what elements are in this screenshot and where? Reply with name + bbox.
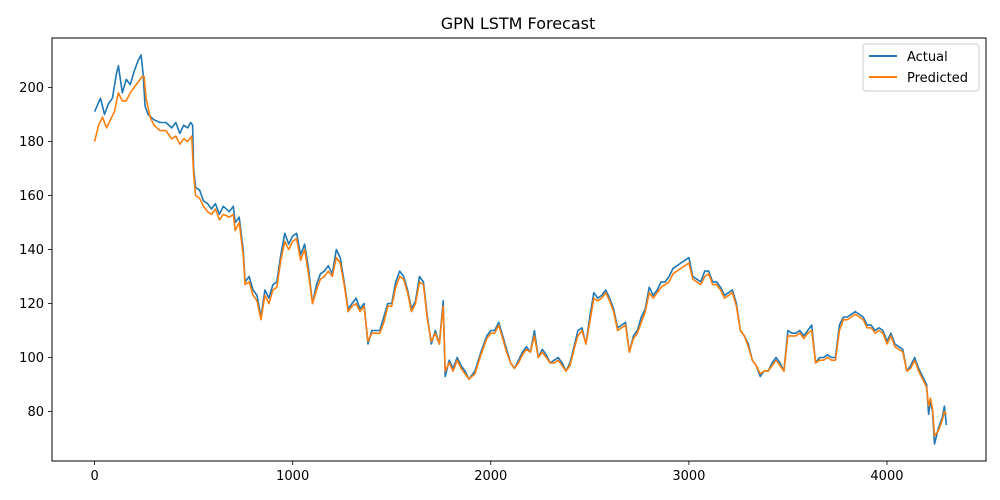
axes-frame — [51, 37, 987, 462]
y-tick-label: 180 — [19, 135, 44, 150]
x-tick-label: 4000 — [870, 469, 903, 484]
x-tick-label: 1000 — [276, 469, 309, 484]
series-line-actual — [93, 54, 948, 445]
chart-title: GPN LSTM Forecast — [441, 14, 596, 33]
x-tick-label: 3000 — [672, 469, 705, 484]
y-tick-label: 200 — [19, 81, 44, 96]
y-tick-label: 120 — [19, 297, 44, 312]
legend: Actual Predicted — [862, 43, 980, 92]
x-tick-label: 0 — [90, 469, 98, 484]
y-axis: 80 100 120 140 160 180 200 — [19, 81, 52, 420]
y-tick-label: 160 — [19, 189, 44, 204]
legend-label-actual: Actual — [907, 50, 948, 65]
plot-lines — [93, 54, 948, 445]
x-axis: 0 1000 2000 3000 4000 — [90, 461, 904, 484]
y-tick-label: 140 — [19, 243, 44, 258]
x-tick-label: 2000 — [474, 469, 507, 484]
y-tick-label: 100 — [19, 351, 44, 366]
y-tick-label: 80 — [27, 405, 44, 420]
series-line-predicted — [93, 75, 948, 437]
legend-label-predicted: Predicted — [907, 71, 968, 86]
